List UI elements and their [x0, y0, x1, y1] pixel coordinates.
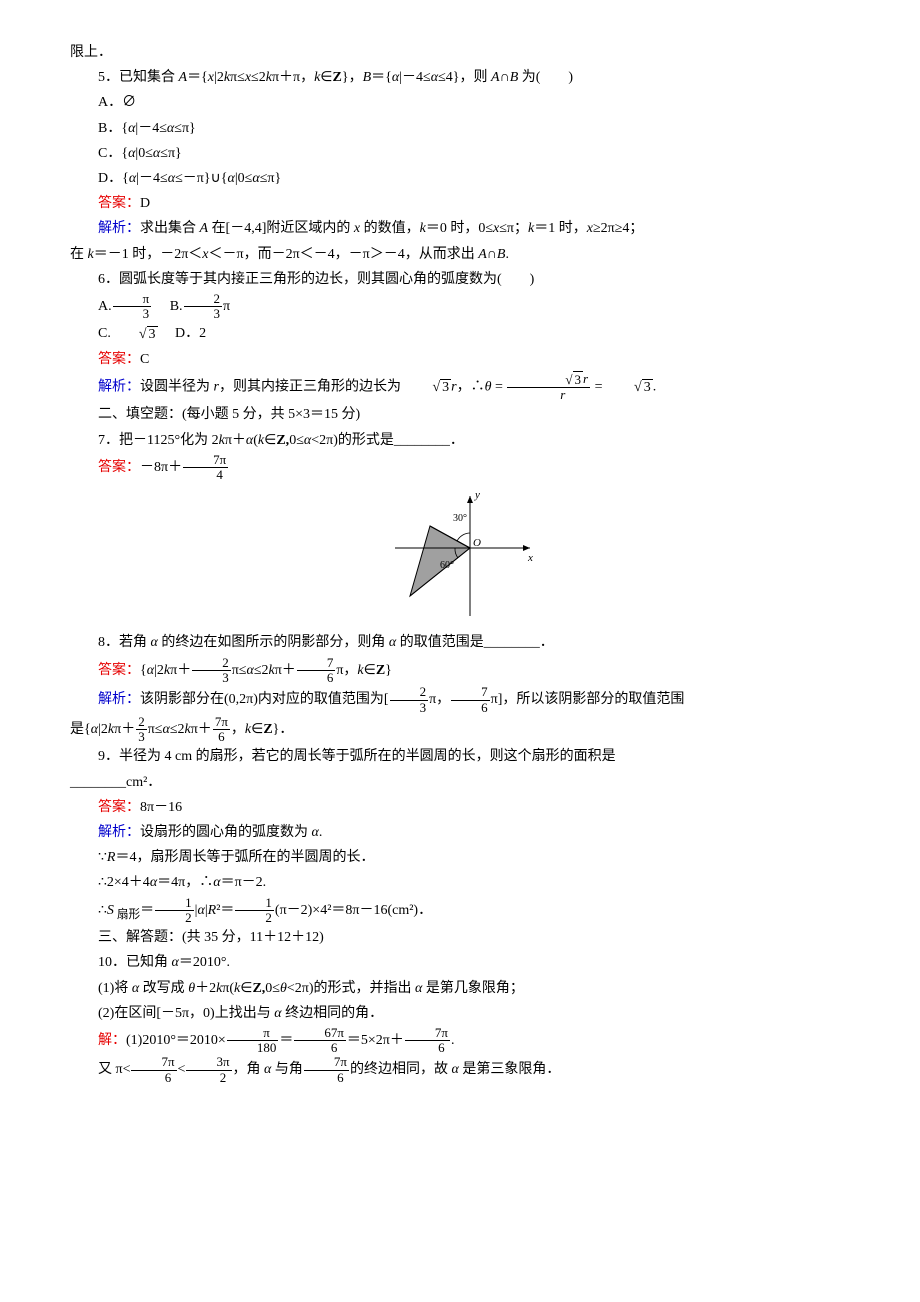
origin-label: O	[473, 537, 481, 549]
q5-stem: 5．已知集合 A＝{x|2kπ≤x≤2kπ＋π，k∈Z}，B＝{α|－4≤α≤4…	[70, 65, 850, 90]
q10-stem: 10．已知角 α＝2010°.	[70, 950, 850, 975]
q5-explain1: 解析：求出集合 A 在[－4,4]附近区域内的 x 的数值，k＝0 时，0≤x≤…	[70, 216, 850, 241]
q6-answer: 答案：C	[70, 347, 850, 372]
q8-diagram: y x O 30° 60°	[380, 486, 540, 626]
q6-explain: 解析：设圆半径为 r，则其内接正三角形的边长为 3r，∴θ = 3rr = 3.	[70, 372, 850, 402]
q5-optB: B．{α|－4≤α≤π}	[70, 116, 850, 141]
q10-part1: (1)将 α 改写成 θ＋2kπ(k∈Z,0≤θ<2π)的形式，并指出 α 是第…	[70, 976, 850, 1001]
q10-sol1: 解：(1)2010°＝2010×π180＝67π6＝5×2π＋7π6.	[70, 1026, 850, 1056]
intro-fragment: 限上．	[70, 40, 850, 65]
q7-stem: 7．把－1125°化为 2kπ＋α(k∈Z,0≤α<2π)的形式是_______…	[70, 428, 850, 453]
q6-stem: 6．圆弧长度等于其内接正三角形的边长，则其圆心角的弧度数为( )	[70, 267, 850, 292]
q10-sol2: 又 π<7π6<3π2，角 α 与角7π6的终边相同，故 α 是第三象限角．	[70, 1055, 850, 1085]
q8-explain2: 是{α|2kπ＋23π≤α≤2kπ＋7π6，k∈Z}．	[70, 715, 850, 745]
q8-stem: 8．若角 α 的终边在如图所示的阴影部分，则角 α 的取值范围是________…	[70, 630, 850, 655]
q5-optC: C．{α|0≤α≤π}	[70, 141, 850, 166]
q5-explain2: 在 k＝－1 时，－2π＜x＜－π，而－2π＜－4，－π＞－4，从而求出 A∩B…	[70, 242, 850, 267]
q10-part2: (2)在区间[－5π，0)上找出与 α 终边相同的角．	[70, 1001, 850, 1026]
q9-line1: ∵R＝4，扇形周长等于弧所在的半圆周的长．	[70, 845, 850, 870]
angle-top: 30°	[453, 513, 467, 524]
q6-optsCD: C.3 D．2	[70, 321, 850, 346]
q9-stem2: ________cm²．	[70, 770, 850, 795]
q5-optA: A．∅	[70, 90, 850, 115]
y-axis-label: y	[474, 489, 480, 501]
q7-answer: 答案：－8π＋7π4	[70, 453, 850, 483]
q9-stem1: 9．半径为 4 cm 的扇形，若它的周长等于弧所在的半圆周的长，则这个扇形的面积…	[70, 744, 850, 769]
q8-answer: 答案：{α|2kπ＋23π≤α≤2kπ＋76π，k∈Z}	[70, 656, 850, 686]
section3-header: 三、解答题：(共 35 分，11＋12＋12)	[70, 925, 850, 950]
q8-explain1: 解析：该阴影部分在(0,2π)内对应的取值范围为[23π，76π]，所以该阴影部…	[70, 685, 850, 715]
q5-answer: 答案：D	[70, 191, 850, 216]
x-axis-label: x	[527, 552, 533, 564]
q5-optD: D．{α|－4≤α≤－π}∪{α|0≤α≤π}	[70, 166, 850, 191]
q9-explain: 解析：设扇形的圆心角的弧度数为 α.	[70, 820, 850, 845]
q9-line3: ∴S 扇形＝12|α|R²＝12(π－2)×4²＝8π－16(cm²)．	[70, 896, 850, 926]
section2-header: 二、填空题：(每小题 5 分，共 5×3＝15 分)	[70, 402, 850, 427]
q6-optsAB: A.π3 B.23π	[70, 292, 850, 322]
q9-line2: ∴2×4＋4α＝4π，∴α＝π－2.	[70, 870, 850, 895]
q9-answer: 答案：8π－16	[70, 795, 850, 820]
angle-bot: 60°	[440, 560, 454, 571]
